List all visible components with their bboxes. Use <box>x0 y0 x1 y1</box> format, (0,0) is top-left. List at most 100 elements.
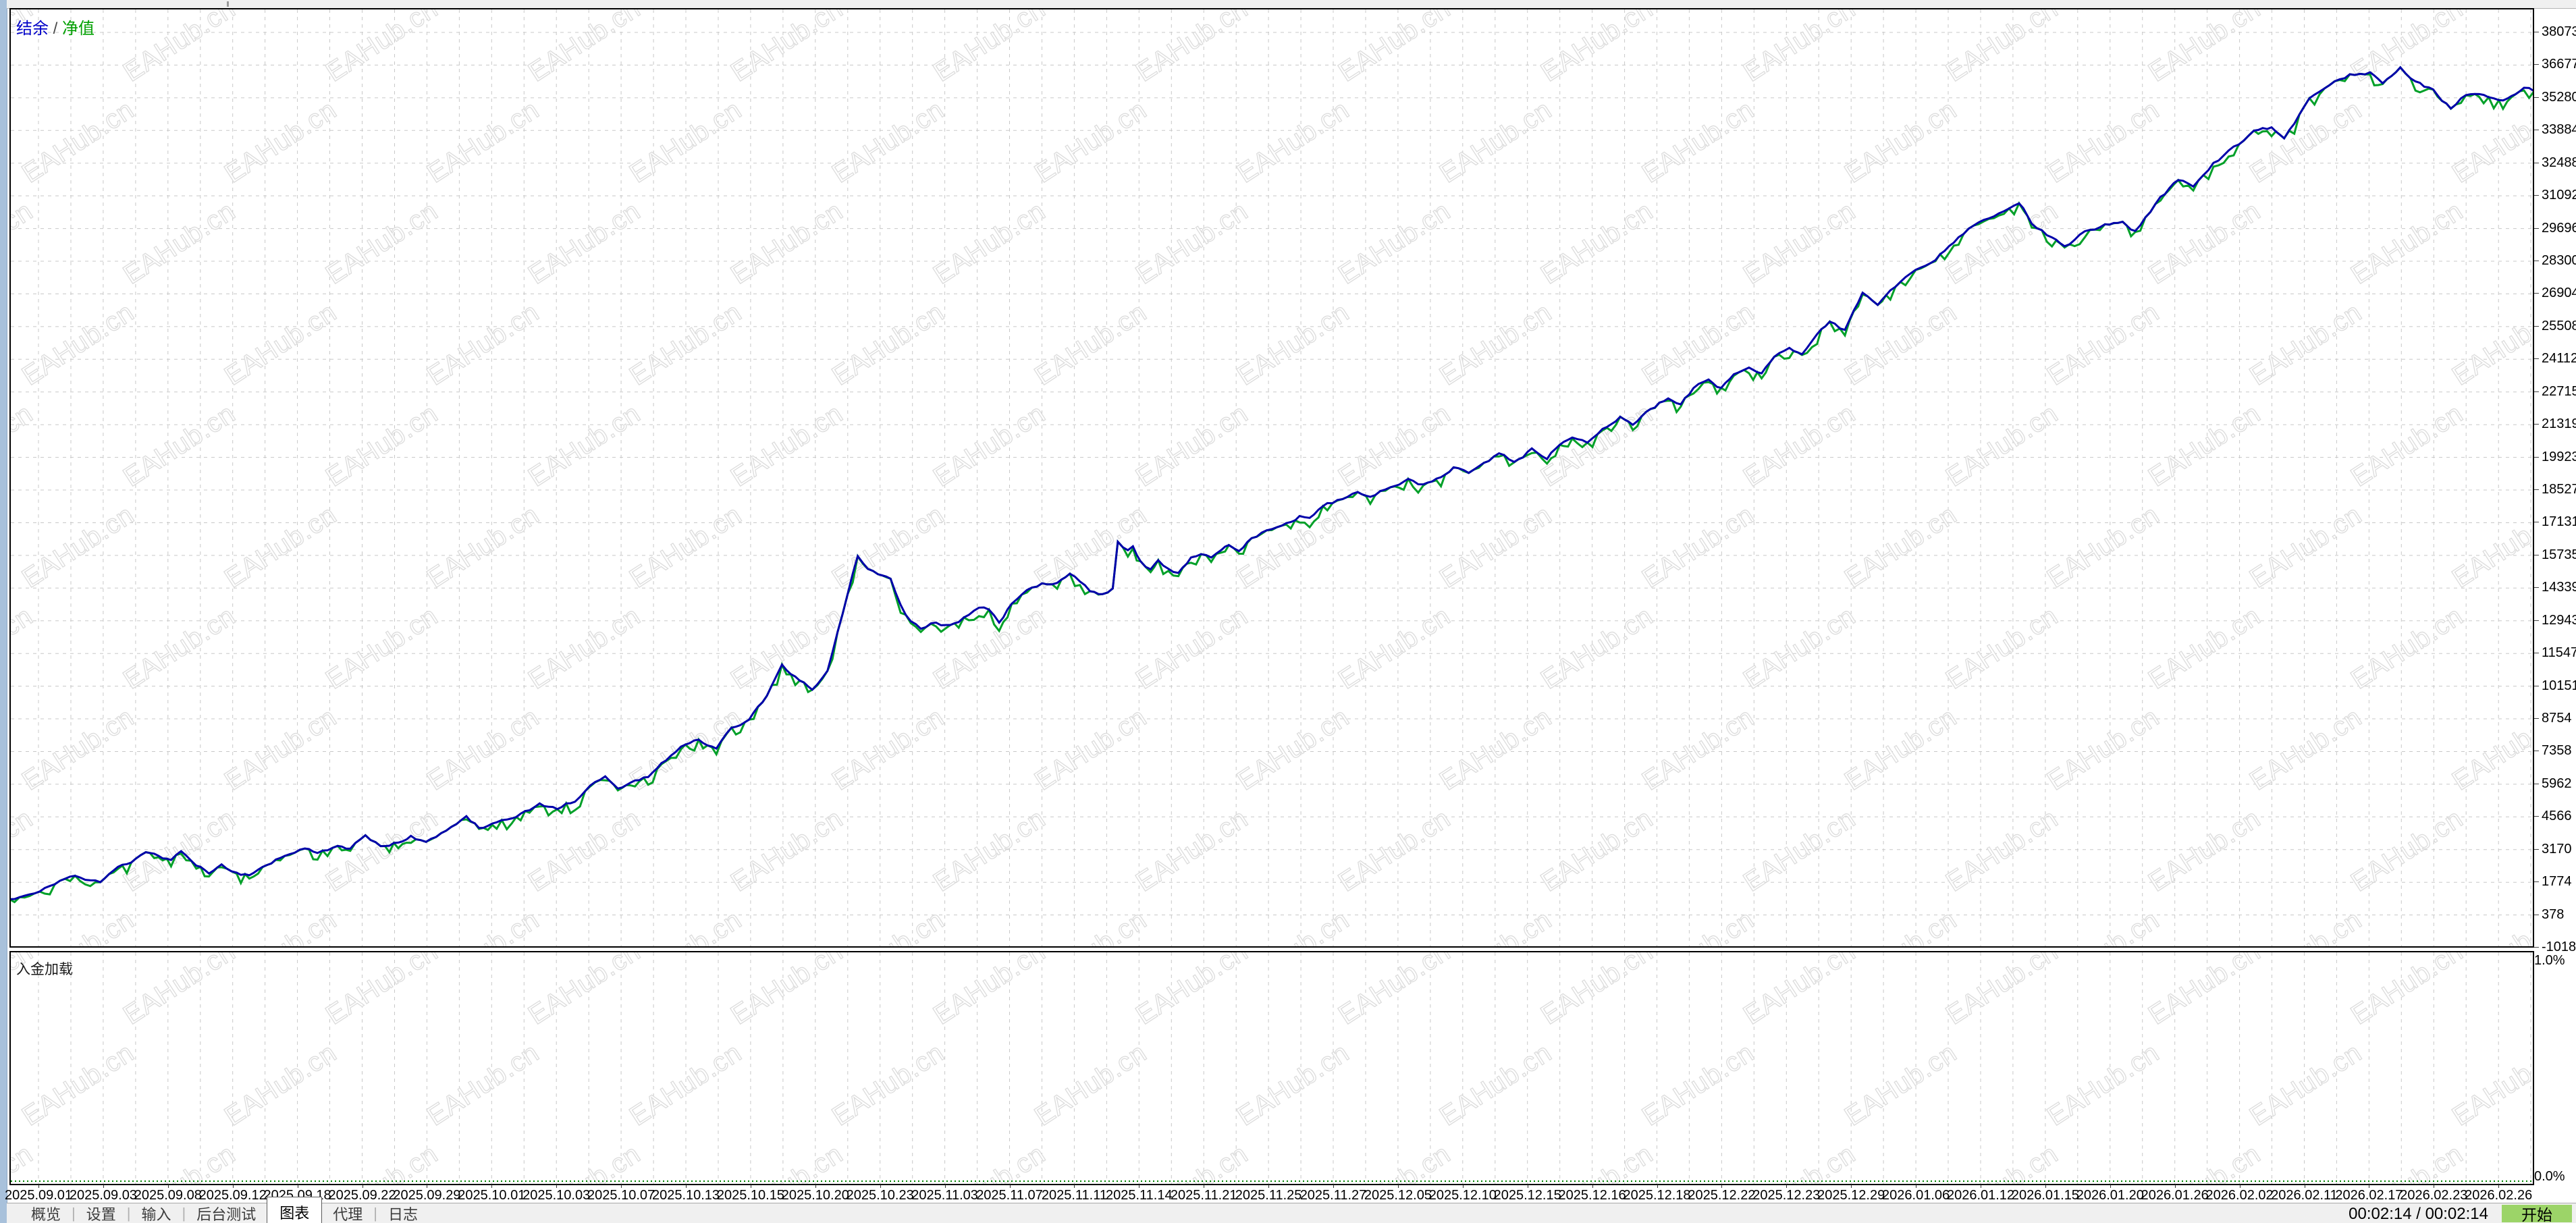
watermark-text: EAHub.cn <box>321 803 444 897</box>
date-axis-label: 2025.12.15 <box>1493 1188 1561 1203</box>
watermark-text: EAHub.cn <box>2042 702 2165 796</box>
value-axis: 38073 36677 35280 33884 32488 31092 29696 28300… <box>2534 0 2576 1203</box>
tester-tabs: 概览 | 设置 | 输入 | 后台测试 图表 代理 | 日志 <box>20 1196 429 1223</box>
watermark-text: EAHub.cn <box>1536 601 1659 695</box>
date-axis-tick <box>1333 1185 1334 1188</box>
date-axis-label: 2025.09.01 <box>4 1188 73 1203</box>
date-axis-tick <box>491 1185 493 1188</box>
date-axis-label: 2025.12.05 <box>1364 1188 1432 1203</box>
tab-设置[interactable]: 设置 <box>86 1206 116 1223</box>
watermark-text: EAHub.cn <box>1232 499 1355 593</box>
watermark-text: EAHub.cn <box>1333 951 1456 1031</box>
watermark-text: EAHub.cn <box>1131 951 1254 1031</box>
date-axis-tick <box>1074 1185 1075 1188</box>
date-axis-label: 2025.11.03 <box>911 1188 978 1203</box>
value-axis-label: 35280 <box>2534 90 2576 105</box>
watermark-text: EAHub.cn <box>2447 499 2534 593</box>
watermark-text: EAHub.cn <box>2042 499 2165 593</box>
date-axis-label: 2025.09.03 <box>69 1188 137 1203</box>
tab-概览[interactable]: 概览 <box>31 1206 61 1223</box>
watermark-text: EAHub.cn <box>726 398 849 492</box>
axis-tick <box>2534 848 2539 850</box>
watermark-text: EAHub.cn <box>928 601 1051 695</box>
watermark-text: EAHub.cn <box>422 297 545 391</box>
watermark-text: EAHub.cn <box>1536 1139 1659 1185</box>
watermark-text: EAHub.cn <box>1840 702 1962 796</box>
watermark-text: EAHub.cn <box>1029 1037 1152 1131</box>
watermark-text: EAHub.cn <box>1434 499 1557 593</box>
watermark-text: EAHub.cn <box>2245 499 2367 593</box>
watermark-text: EAHub.cn <box>1738 398 1861 492</box>
date-axis-label: 2025.11.07 <box>976 1188 1043 1203</box>
date-axis-tick <box>556 1185 558 1188</box>
watermark-text: EAHub.cn <box>1434 1037 1557 1131</box>
watermark-text: EAHub.cn <box>118 8 241 88</box>
watermark-text: EAHub.cn <box>2447 1037 2534 1131</box>
date-axis-tick <box>1657 1185 1658 1188</box>
date-axis-tick <box>686 1185 687 1188</box>
splitter-grip-handle[interactable] <box>227 1 229 7</box>
watermark-text: EAHub.cn <box>219 499 342 593</box>
axis-tick <box>2534 358 2539 360</box>
date-axis-label: 2026.01.12 <box>1946 1188 2015 1203</box>
watermark-text: EAHub.cn <box>1333 803 1456 897</box>
date-axis-tick <box>2110 1185 2111 1188</box>
axis-tick <box>2534 64 2539 65</box>
watermark-text: EAHub.cn <box>1738 803 1861 897</box>
deposit-load-label: 入金加载 <box>16 962 73 977</box>
watermark-text: EAHub.cn <box>2143 803 2266 897</box>
tab-divider: | <box>182 1205 186 1222</box>
tab-后台测试[interactable]: 后台测试 <box>196 1206 257 1223</box>
watermark-text: EAHub.cn <box>1232 1037 1355 1131</box>
value-axis-label: 19923 <box>2534 450 2576 465</box>
tab-图表[interactable]: 图表 <box>267 1196 323 1223</box>
watermark-text: EAHub.cn <box>2042 904 2165 948</box>
date-axis-label: 2025.10.03 <box>522 1188 591 1203</box>
watermark-text: EAHub.cn <box>624 499 747 593</box>
date-axis-label: 2026.01.06 <box>1882 1188 1950 1203</box>
tab-输入[interactable]: 输入 <box>141 1206 171 1223</box>
watermark-text: EAHub.cn <box>2143 8 2266 88</box>
tester-status-bar: 概览 | 设置 | 输入 | 后台测试 图表 代理 | 日志 00:02:14 / 00:02:14… <box>7 1196 2576 1223</box>
watermark-text: EAHub.cn <box>9 196 38 290</box>
watermark-text: EAHub.cn <box>9 1139 38 1185</box>
date-axis-tick <box>232 1185 234 1188</box>
watermark-text: EAHub.cn <box>2346 803 2469 897</box>
balance-equity-chart[interactable]: EAHub.cn EAHub.cn EAHub.cn EAHub.cn EAHub.cn… <box>9 8 2534 948</box>
window-left-edge <box>0 0 7 1223</box>
watermark-text: EAHub.cn <box>1536 398 1659 492</box>
watermark-text: EAHub.cn <box>17 1037 140 1131</box>
start-button[interactable]: 开始 <box>2502 1205 2572 1223</box>
watermark-text: EAHub.cn <box>2245 297 2367 391</box>
watermark-text: EAHub.cn <box>2346 601 2469 695</box>
balance-curve <box>9 65 2534 900</box>
tab-divider: | <box>72 1205 76 1222</box>
chart-legend: 结余 / 净值 <box>16 15 95 38</box>
watermark-text: EAHub.cn <box>1637 904 1760 948</box>
watermark-text: EAHub.cn <box>827 499 950 593</box>
tab-代理[interactable]: 代理 <box>333 1206 363 1223</box>
watermark-text: EAHub.cn <box>726 8 849 88</box>
watermark-text: EAHub.cn <box>2042 94 2165 188</box>
watermark-text: EAHub.cn <box>219 94 342 188</box>
watermark-text: EAHub.cn <box>2447 904 2534 948</box>
axis-tick <box>2534 587 2539 589</box>
date-axis-label: 2025.12.18 <box>1623 1188 1691 1203</box>
axis-tick <box>2534 391 2539 392</box>
deposit-load-chart[interactable]: EAHub.cn EAHub.cn EAHub.cn EAHub.cn EAHub.cn… <box>9 951 2534 1185</box>
legend-equity-label: 净值 <box>62 20 95 38</box>
date-axis-label: 2025.09.12 <box>198 1188 267 1203</box>
value-axis-label: 8754 <box>2534 711 2572 726</box>
watermark-text: EAHub.cn <box>1131 601 1254 695</box>
watermark-text: EAHub.cn <box>422 904 545 948</box>
tab-日志[interactable]: 日志 <box>387 1206 418 1223</box>
watermark-text: EAHub.cn <box>2245 1037 2367 1131</box>
value-axis-label: 15735 <box>2534 547 2576 563</box>
watermark-text: EAHub.cn <box>2447 297 2534 391</box>
date-axis-label: 2025.11.27 <box>1299 1188 1367 1203</box>
watermark-text: EAHub.cn <box>1840 297 1962 391</box>
date-axis-label: 2026.02.17 <box>2335 1188 2403 1203</box>
date-axis-label: 2025.10.01 <box>458 1188 526 1203</box>
date-axis-tick <box>38 1185 39 1188</box>
axis-tick <box>2534 947 2539 948</box>
